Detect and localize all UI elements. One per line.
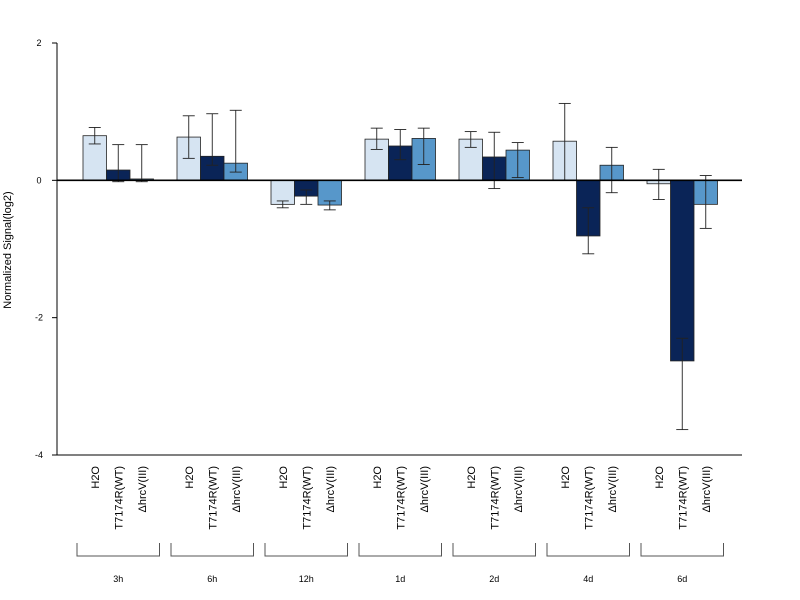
- y-tick-label-3: -4: [35, 450, 43, 460]
- category-label-6h-2: ΔhrcV(III): [231, 466, 243, 512]
- category-label-4d-1: T7174R(WT): [583, 466, 595, 530]
- category-label-3h-2: ΔhrcV(III): [137, 466, 149, 512]
- group-bracket-3h: [76, 543, 160, 557]
- group-bracket-2d: [452, 543, 536, 557]
- category-label-4d-2: ΔhrcV(III): [607, 466, 619, 512]
- category-label-12h-2: ΔhrcV(III): [325, 466, 337, 512]
- group-bracket-4d: [546, 543, 630, 557]
- category-label-3h-0: H2O: [90, 466, 102, 489]
- category-label-6d-1: T7174R(WT): [677, 466, 689, 530]
- y-tick-label-0: 2: [36, 38, 41, 48]
- y-axis-label: Normalized Signal(log2): [2, 191, 14, 308]
- category-label-1d-1: T7174R(WT): [395, 466, 407, 530]
- group-bracket-12h: [264, 543, 348, 557]
- category-label-2d-0: H2O: [466, 466, 478, 489]
- group-label-3h: 3h: [113, 574, 123, 584]
- category-label-6d-2: ΔhrcV(III): [701, 466, 713, 512]
- group-label-4d: 4d: [583, 574, 593, 584]
- group-label-6d: 6d: [677, 574, 687, 584]
- group-label-12h: 12h: [299, 574, 314, 584]
- category-label-6h-0: H2O: [184, 466, 196, 489]
- group-label-2d: 2d: [489, 574, 499, 584]
- category-label-12h-1: T7174R(WT): [301, 466, 313, 530]
- labels-layer: 2 0 -2 -4 H2O T7174R(WT) ΔhrcV(III) 3h H2O T7174R…: [35, 38, 713, 584]
- y-tick-label-1: 0: [36, 175, 41, 185]
- y-tick-label-2: -2: [35, 313, 43, 323]
- group-bracket-6d: [640, 543, 724, 557]
- category-label-1d-0: H2O: [372, 466, 384, 489]
- group-bracket-1d: [358, 543, 442, 557]
- category-label-2d-1: T7174R(WT): [489, 466, 501, 530]
- category-label-4d-0: H2O: [560, 466, 572, 489]
- group-label-6h: 6h: [207, 574, 217, 584]
- category-label-12h-0: H2O: [278, 466, 290, 489]
- group-bracket-6h: [170, 543, 254, 557]
- bars-layer: [82, 135, 718, 362]
- category-label-6h-1: T7174R(WT): [207, 466, 219, 530]
- group-label-1d: 1d: [395, 574, 405, 584]
- axes-layer: [52, 42, 742, 557]
- bar-6d-1: [670, 179, 695, 362]
- category-label-2d-2: ΔhrcV(III): [513, 466, 525, 512]
- category-label-1d-2: ΔhrcV(III): [419, 466, 431, 512]
- category-label-3h-1: T7174R(WT): [113, 466, 125, 530]
- category-label-6d-0: H2O: [654, 466, 666, 489]
